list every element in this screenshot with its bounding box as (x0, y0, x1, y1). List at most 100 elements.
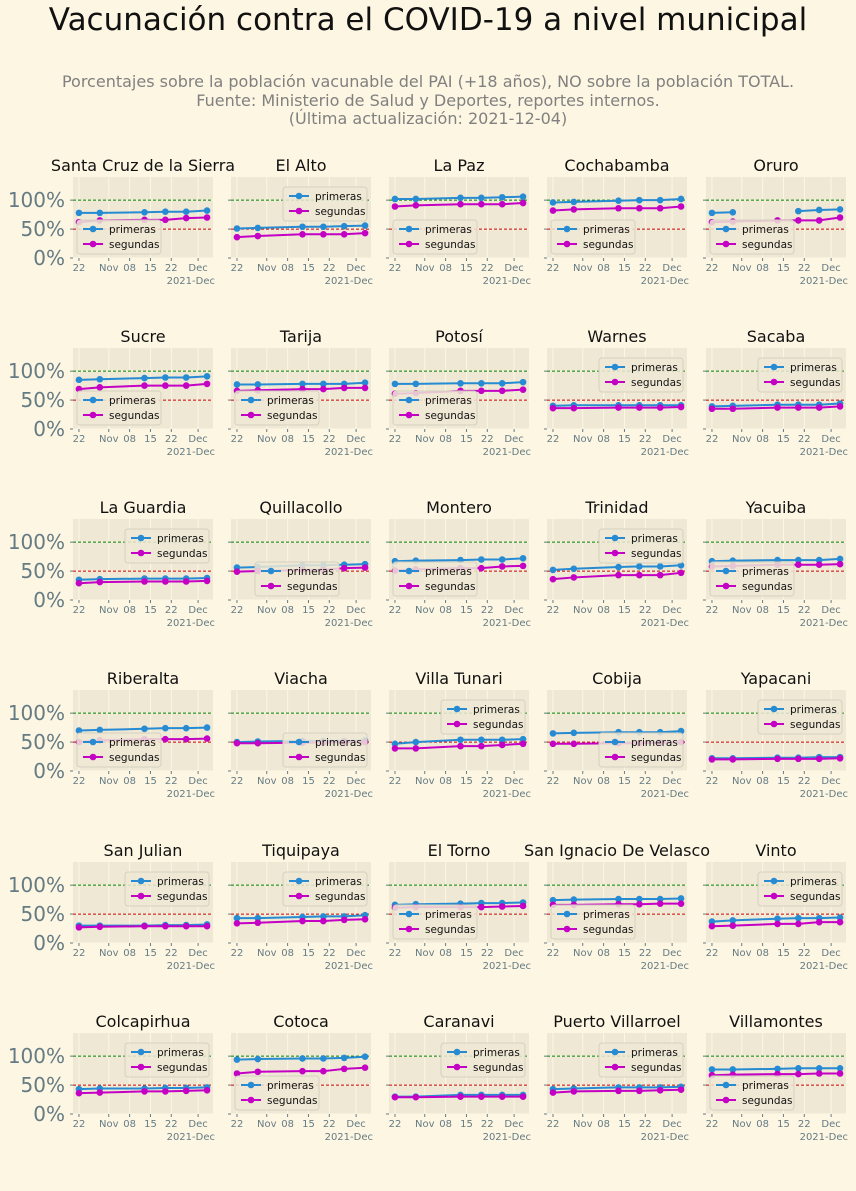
panel-title: Oruro (753, 156, 798, 175)
x-tick-label: 15 (460, 434, 473, 445)
data-point-segundas (478, 387, 485, 395)
panel-colcapirhua: Colcapirhua 22 Nov 08 15 22 Dec 2021-Dec 0% 50% 10… (8, 1012, 215, 1143)
data-point-primeras (162, 374, 169, 381)
x-offset-label: 2021-Dec (641, 789, 689, 800)
legend: primeras segundas (124, 1042, 210, 1078)
data-point-segundas (836, 1070, 844, 1077)
data-point-segundas (254, 232, 262, 240)
x-tick-label: Nov (99, 263, 119, 274)
x-offset-label: 2021-Dec (800, 447, 848, 458)
x-tick-label: 08 (123, 605, 136, 616)
data-point-segundas (478, 564, 485, 572)
x-tick-label: 15 (618, 776, 631, 787)
series-line-segundas (552, 571, 682, 581)
legend: primeras segundas (598, 1042, 684, 1078)
x-tick-label: Nov (99, 948, 119, 959)
legend: primeras segundas (392, 390, 478, 426)
legend-label-primeras: primeras (790, 876, 837, 888)
data-point-segundas (75, 924, 83, 931)
data-point-segundas (815, 1070, 823, 1077)
data-point-primeras (96, 209, 104, 217)
x-tick-label: 22 (165, 605, 178, 616)
x-tick-label: Nov (257, 948, 277, 959)
x-offset-label: 2021-Dec (167, 1132, 215, 1143)
x-tick-label: 15 (618, 1119, 631, 1130)
y-tick-label: 0% (33, 931, 65, 955)
data-point-primeras (391, 195, 399, 203)
x-offset-label: 2021-Dec (167, 961, 215, 972)
x-tick-label: 08 (123, 1119, 136, 1130)
data-point-segundas (498, 903, 506, 910)
x-tick-label: Dec (662, 776, 681, 787)
legend: primeras segundas (392, 219, 478, 255)
legend-marker-primeras (405, 225, 413, 233)
data-point-primeras (519, 735, 527, 743)
x-tick-label: 15 (144, 776, 157, 787)
x-offset-label: 2021-Dec (325, 276, 373, 287)
x-tick-label: 08 (439, 1119, 452, 1130)
legend-marker-segundas (267, 582, 275, 590)
legend-label-primeras: primeras (631, 737, 678, 749)
x-tick-label: Nov (573, 263, 593, 274)
data-point-primeras (795, 556, 802, 564)
legend-label-primeras: primeras (267, 1080, 314, 1092)
panel-title: La Paz (434, 156, 485, 175)
legend-marker-segundas (563, 240, 571, 248)
x-tick-label: 08 (281, 1119, 294, 1130)
panel-yacuiba: Yacuiba 22 Nov 08 15 22 Dec 2021-Dec primeras seg… (703, 498, 848, 629)
x-tick-label: 15 (144, 263, 157, 274)
data-point-segundas (677, 569, 685, 577)
legend-label-segundas: segundas (425, 239, 475, 251)
data-point-segundas (836, 918, 844, 926)
series-line-primeras (394, 195, 524, 200)
data-point-segundas (299, 917, 306, 925)
panel-title: Cochabamba (564, 156, 669, 175)
x-offset-label: 2021-Dec (325, 1132, 373, 1143)
series-line-primeras (236, 1055, 366, 1061)
legend-label-primeras: primeras (267, 395, 314, 407)
data-point-segundas (519, 562, 527, 570)
x-tick-label: Dec (821, 263, 840, 274)
legend-marker-segundas (453, 720, 461, 728)
legend-marker-segundas (722, 240, 730, 248)
data-point-segundas (570, 740, 578, 748)
data-point-segundas (162, 735, 169, 743)
x-tick-label: Nov (257, 434, 277, 445)
x-tick-label: 08 (439, 434, 452, 445)
x-tick-label: Dec (346, 776, 365, 787)
x-tick-label: 15 (777, 1119, 790, 1130)
data-point-segundas (141, 922, 148, 930)
data-point-segundas (570, 404, 578, 412)
data-point-segundas (549, 404, 557, 412)
data-point-segundas (182, 1087, 190, 1095)
data-point-segundas (498, 387, 506, 395)
x-tick-label: Nov (99, 605, 119, 616)
data-point-segundas (636, 900, 643, 908)
data-point-segundas (412, 202, 420, 209)
x-tick-label: 22 (165, 1119, 178, 1130)
x-tick-label: 22 (165, 434, 178, 445)
data-point-primeras (836, 206, 844, 213)
x-tick-label: 08 (597, 263, 610, 274)
data-point-primeras (203, 373, 211, 380)
data-point-primeras (836, 555, 844, 563)
x-tick-label: Nov (573, 1119, 593, 1130)
series-line-primeras (711, 402, 841, 408)
x-tick-label: 15 (302, 434, 315, 445)
x-offset-label: 2021-Dec (325, 961, 373, 972)
data-point-segundas (96, 1089, 104, 1096)
x-tick-label: 22 (481, 1119, 494, 1130)
data-point-segundas (391, 745, 399, 752)
x-tick-label: Dec (504, 948, 523, 959)
legend-marker-segundas (405, 240, 413, 248)
x-tick-label: 22 (547, 605, 560, 616)
panel-title: San Julian (104, 841, 183, 860)
data-point-primeras (254, 381, 262, 388)
legend-marker-segundas (89, 753, 97, 761)
data-point-segundas (478, 903, 485, 911)
series-line-primeras (236, 224, 366, 230)
data-point-segundas (519, 386, 527, 393)
x-tick-label: Nov (573, 434, 593, 445)
data-point-primeras (815, 556, 823, 564)
series-line-primeras (394, 381, 524, 385)
